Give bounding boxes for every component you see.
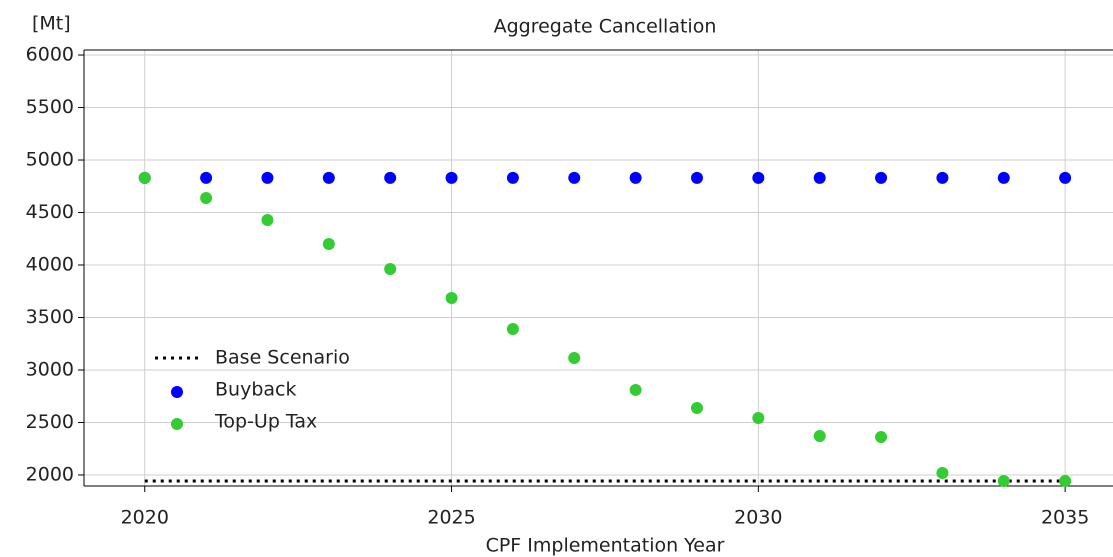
- data-point: [936, 466, 949, 479]
- data-point: [322, 238, 335, 251]
- legend-label: Buyback: [215, 379, 296, 401]
- y-tick-label: 6000: [26, 44, 74, 66]
- x-tick-label: 2020: [121, 507, 169, 529]
- data-point: [875, 171, 888, 184]
- data-point: [568, 171, 581, 184]
- data-point: [690, 171, 703, 184]
- data-point: [997, 171, 1010, 184]
- data-point: [384, 262, 397, 275]
- data-point: [138, 171, 151, 184]
- data-point: [997, 474, 1010, 487]
- x-axis-label: CPF Implementation Year: [486, 535, 725, 557]
- x-tick-label: 2035: [1041, 507, 1089, 529]
- y-tick-label: 5500: [26, 96, 74, 118]
- legend-swatch: [171, 386, 183, 398]
- data-point: [1059, 474, 1072, 487]
- chart-title: Aggregate Cancellation: [494, 16, 717, 38]
- data-point: [690, 401, 703, 414]
- data-point: [568, 352, 581, 365]
- data-point: [629, 383, 642, 396]
- data-point: [200, 192, 213, 205]
- data-point: [445, 291, 458, 304]
- legend-label: Base Scenario: [215, 347, 350, 369]
- y-tick-label: 2000: [26, 463, 74, 485]
- y-tick-label: 5000: [26, 149, 74, 171]
- data-point: [506, 171, 519, 184]
- data-point: [261, 171, 274, 184]
- data-point: [752, 411, 765, 424]
- data-point: [875, 430, 888, 443]
- x-tick-label: 2030: [734, 507, 782, 529]
- data-point: [261, 213, 274, 226]
- y-tick-label: 3500: [26, 306, 74, 328]
- data-point: [506, 323, 519, 336]
- y-tick-label: 3000: [26, 358, 74, 380]
- data-point: [445, 171, 458, 184]
- y-axis-label: [Mt]: [32, 13, 71, 35]
- data-point: [384, 171, 397, 184]
- data-point: [200, 171, 213, 184]
- y-tick-label: 4500: [26, 201, 74, 223]
- x-tick-label: 2025: [427, 507, 475, 529]
- data-point: [752, 171, 765, 184]
- data-point: [629, 171, 642, 184]
- legend-swatch: [171, 418, 183, 430]
- legend-label: Top-Up Tax: [214, 411, 317, 433]
- y-tick-label: 2500: [26, 411, 74, 433]
- data-point: [322, 171, 335, 184]
- y-tick-label: 4000: [26, 254, 74, 276]
- data-point: [1059, 171, 1072, 184]
- data-point: [813, 430, 826, 443]
- data-point: [936, 171, 949, 184]
- data-point: [813, 171, 826, 184]
